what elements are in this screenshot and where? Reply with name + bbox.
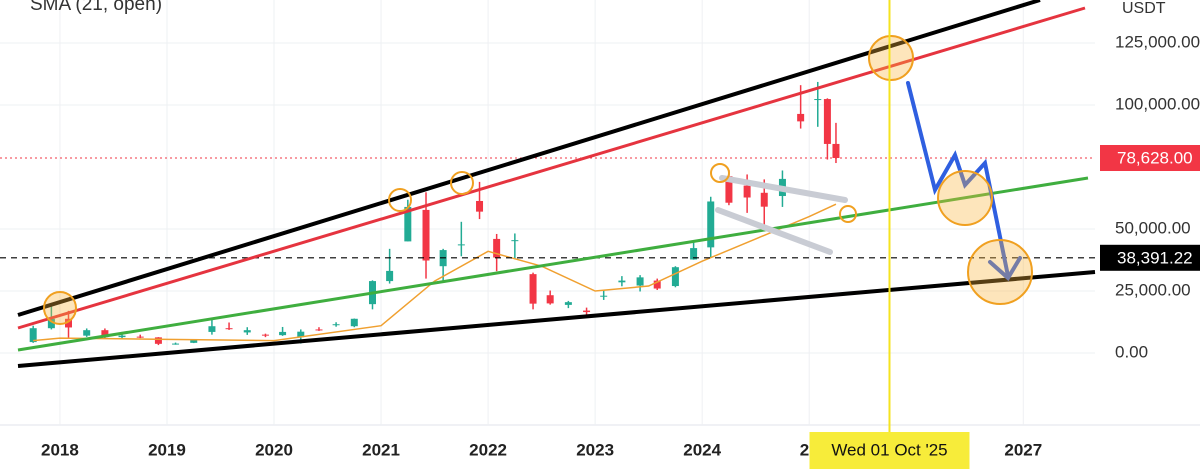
lower-trendline xyxy=(17,270,1096,368)
candle-body xyxy=(583,310,591,313)
indicator-label: SMA (21, open) xyxy=(30,0,162,15)
candle-body xyxy=(546,295,554,304)
candle-body xyxy=(653,280,661,289)
candle-body xyxy=(225,328,233,330)
candle-body xyxy=(636,277,644,286)
candle-body xyxy=(832,143,840,159)
candle-body xyxy=(564,302,572,305)
highlight-circle xyxy=(967,239,1033,305)
candle-body xyxy=(823,99,831,144)
sma-line xyxy=(33,203,837,342)
candle-body xyxy=(47,318,55,329)
x-tick-label: 2024 xyxy=(683,440,721,459)
candle-body xyxy=(422,209,430,261)
candle-body xyxy=(814,99,822,101)
plot xyxy=(0,81,1095,346)
highlight-circle xyxy=(868,35,914,81)
x-tick-label: 2022 xyxy=(469,440,507,459)
candle-body xyxy=(457,244,465,246)
candle-body xyxy=(707,201,715,248)
highlight-circle xyxy=(710,163,730,183)
highlight-circle xyxy=(43,291,77,325)
grid xyxy=(0,0,1200,426)
x-tick-label: 2019 xyxy=(148,440,186,459)
candle-body xyxy=(101,330,109,338)
highlight-circle xyxy=(839,205,857,223)
arrow-head xyxy=(988,256,1022,282)
candle-body xyxy=(743,185,751,198)
y-tick-label: 50,000.00 xyxy=(1115,218,1191,237)
candle-body xyxy=(671,267,679,287)
candle-body xyxy=(315,329,323,331)
candle-body xyxy=(529,274,537,304)
candle-body xyxy=(600,295,608,297)
y-tick-label: 125,000.00 xyxy=(1115,32,1200,51)
candle-body xyxy=(618,280,626,283)
last-price-box xyxy=(1100,145,1200,172)
candle-body xyxy=(332,324,340,326)
wedge-line xyxy=(719,175,848,203)
projection-arrow xyxy=(906,81,1010,278)
drawings xyxy=(17,0,1096,368)
candle-body xyxy=(279,331,287,336)
last-price-label: 78,628.00 xyxy=(1117,148,1193,167)
wedge-line xyxy=(715,207,833,255)
y-tick-label: 0.00 xyxy=(1115,342,1148,361)
x-tick-label: 2021 xyxy=(362,440,400,459)
red-trendline xyxy=(17,6,1086,330)
highlight-circle xyxy=(450,171,474,195)
candle-body xyxy=(261,334,269,336)
candle-body xyxy=(404,206,412,242)
candle-body xyxy=(350,318,358,327)
level-box xyxy=(1100,244,1200,271)
x-tick-label: 2020 xyxy=(255,440,293,459)
level-label: 38,391.22 xyxy=(1117,248,1193,267)
highlight-circle xyxy=(937,170,993,226)
candle-body xyxy=(297,331,305,338)
axes: 0.00 25,000.00 50,000.00 100,000.00 125,000.… xyxy=(41,0,1200,469)
candle-body xyxy=(172,343,180,345)
candle-body xyxy=(83,330,91,336)
candle-body xyxy=(190,339,198,343)
x-tick-label: 2023 xyxy=(576,440,614,459)
candle-body xyxy=(797,113,805,122)
candle-body xyxy=(65,318,73,328)
candle-body xyxy=(29,328,37,343)
highlight-circle xyxy=(388,188,412,212)
green-trendline xyxy=(17,176,1089,352)
candle-body xyxy=(493,238,501,258)
candle-body xyxy=(136,336,144,338)
candle-body xyxy=(208,326,216,332)
candle-body xyxy=(760,192,768,207)
candle-body xyxy=(154,337,162,344)
x-tick-label: 2027 xyxy=(1004,440,1042,459)
crosshair-box xyxy=(809,432,970,469)
y-tick-label: 25,000.00 xyxy=(1115,280,1191,299)
y-tick-label: 100,000.00 xyxy=(1115,94,1200,113)
candle-body xyxy=(511,240,519,242)
x-tick-label: 2018 xyxy=(41,440,79,459)
currency-label: USDT xyxy=(1122,0,1166,17)
crosshair-label: Wed 01 Oct '25 xyxy=(831,440,947,459)
candle-body xyxy=(118,335,126,338)
candle-body xyxy=(476,200,484,212)
candle-body xyxy=(243,330,251,333)
candle-body xyxy=(725,176,733,203)
candle-body xyxy=(690,248,698,260)
candle-body xyxy=(386,270,394,282)
